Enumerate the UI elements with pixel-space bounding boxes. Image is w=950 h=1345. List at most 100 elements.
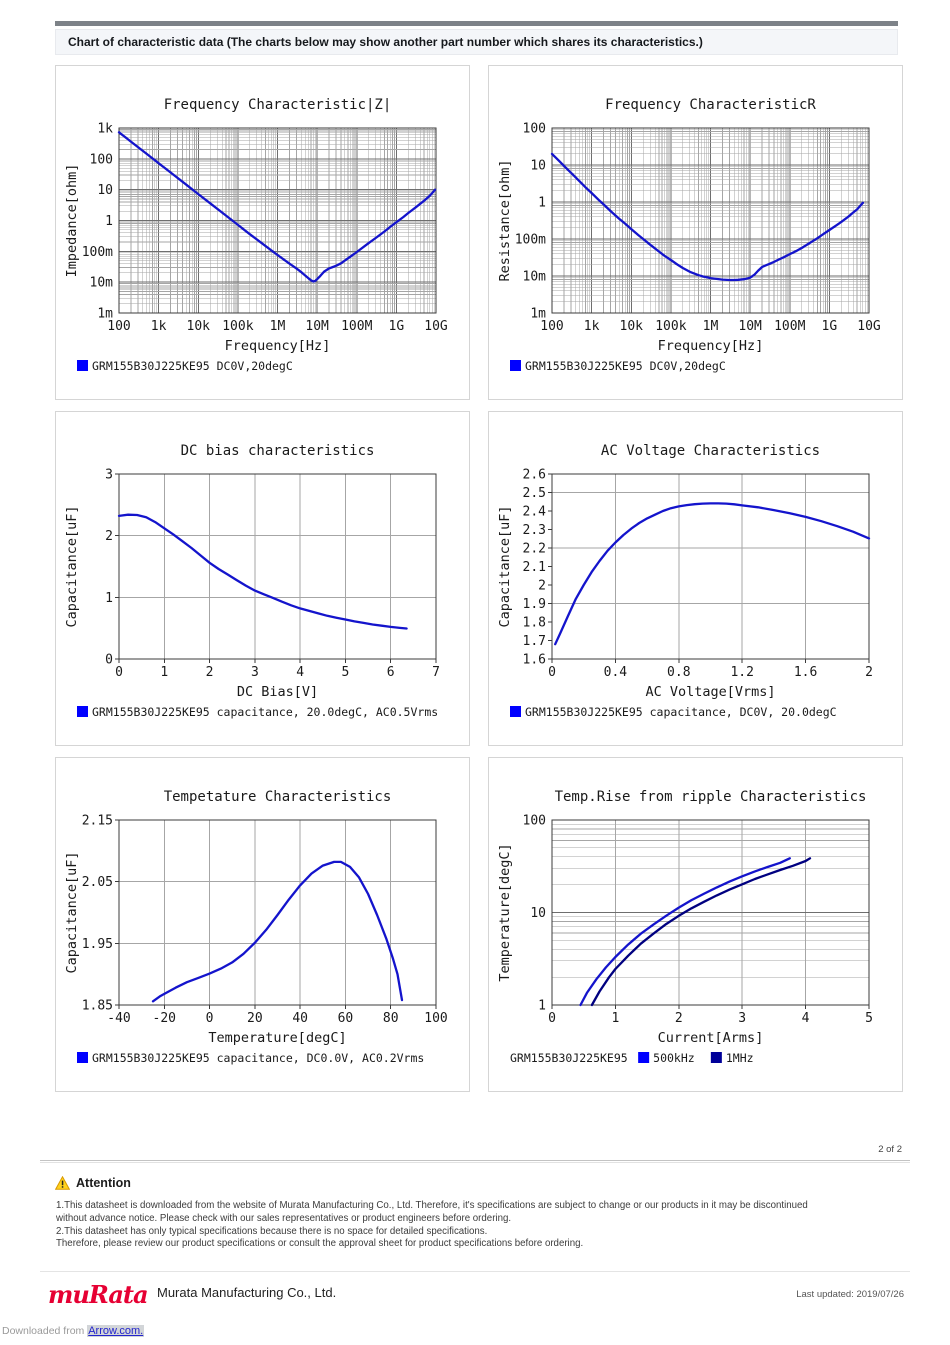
tick-marks bbox=[548, 473, 870, 663]
x-tick-label: 100 bbox=[107, 319, 130, 334]
x-tick-label: 1M bbox=[270, 319, 286, 334]
y-tick-label: 2.6 bbox=[523, 468, 546, 483]
section-header-title: Chart of characteristic data (The charts… bbox=[68, 35, 703, 49]
x-tick-label: 4 bbox=[296, 665, 304, 680]
y-tick-label: 2 bbox=[105, 529, 113, 544]
plot-border bbox=[118, 819, 437, 1006]
y-tick-label: 100m bbox=[515, 233, 546, 248]
x-tick-label: 100k bbox=[655, 319, 686, 334]
y-tick-label: 2.4 bbox=[523, 505, 547, 520]
data-curve bbox=[151, 860, 404, 1003]
x-tick-label: 0.8 bbox=[667, 665, 690, 680]
y-tick-label: 100 bbox=[523, 814, 546, 829]
tick-marks bbox=[115, 473, 437, 663]
legend-label: GRM155B30J225KE95 capacitance, 20.0degC,… bbox=[92, 705, 438, 719]
y-tick-label: 1.85 bbox=[82, 999, 113, 1014]
x-tick-label: 3 bbox=[251, 665, 259, 680]
page-number: 2 of 2 bbox=[878, 1144, 902, 1155]
ac-voltage-chart: 0 0.4 0.8 1.2 1.6 2 1.6 1.7 1.8 1.9 2 2.1 2.2 2.3 2.4 2… bbox=[497, 443, 873, 719]
x-tick-label: 2 bbox=[206, 665, 214, 680]
chart-panel-dc-bias: 0 1 2 3 4 5 6 7 0 1 2 3 DC bias characteristics DC Bi… bbox=[55, 411, 470, 746]
x-tick-label: 10M bbox=[305, 319, 329, 334]
chart-title: AC Voltage Characteristics bbox=[601, 443, 820, 459]
x-tick-label: 3 bbox=[738, 1011, 746, 1026]
tick-marks bbox=[115, 819, 437, 1009]
temperature-chart: -40 -20 0 20 40 60 80 100 1.85 1.95 2.05 2.15 Tempet… bbox=[64, 789, 448, 1065]
data-curve bbox=[579, 857, 791, 1007]
y-tick-label: 1.7 bbox=[523, 634, 546, 649]
y-tick-label: 10 bbox=[97, 183, 113, 198]
legend-label: GRM155B30J225KE95 capacitance, DC0.0V, A… bbox=[92, 1051, 424, 1065]
y-tick-label: 2.2 bbox=[523, 542, 546, 557]
x-tick-label: 10k bbox=[620, 319, 644, 334]
legend-swatch bbox=[510, 706, 521, 717]
y-tick-label: 2.1 bbox=[523, 560, 546, 575]
legend-label: GRM155B30J225KE95 DC0V,20degC bbox=[92, 359, 293, 373]
x-tick-label: -40 bbox=[107, 1011, 130, 1026]
x-tick-label: 1k bbox=[584, 319, 600, 334]
y-tick-label: 2.3 bbox=[523, 523, 546, 538]
legend-swatch bbox=[710, 1052, 722, 1063]
x-tick-label: 100 bbox=[540, 319, 563, 334]
x-tick-label: -20 bbox=[153, 1011, 176, 1026]
y-tick-label: 1.95 bbox=[82, 937, 113, 952]
footer-divider bbox=[40, 1271, 910, 1272]
x-tick-label: 0 bbox=[548, 1011, 556, 1026]
x-tick-label: 100M bbox=[774, 319, 805, 334]
chart-panel-impedance: 100 1k 10k 100k 1M 10M 100M 1G 10G 1k 100 10 1 100m 10… bbox=[55, 65, 470, 400]
grid bbox=[119, 820, 436, 1005]
x-tick-label: 2 bbox=[865, 665, 873, 680]
y-tick-label: 10m bbox=[523, 270, 547, 285]
y-axis-label: Impedance[ohm] bbox=[64, 164, 80, 278]
x-tick-label: 1k bbox=[151, 319, 167, 334]
x-tick-label: 5 bbox=[342, 665, 350, 680]
y-tick-label: 100m bbox=[82, 245, 113, 260]
downloaded-from-text: Downloaded from bbox=[2, 1325, 85, 1337]
x-axis-label: Frequency[Hz] bbox=[225, 338, 331, 354]
plot-border bbox=[551, 819, 870, 1006]
downloaded-from-note: Downloaded from Arrow.com. bbox=[2, 1325, 145, 1337]
attention-note-line: 2.This datasheet has only typical specif… bbox=[56, 1225, 488, 1237]
attention-title: Attention bbox=[76, 1176, 131, 1190]
y-tick-label: 1 bbox=[538, 999, 546, 1014]
y-tick-label: 1.6 bbox=[523, 653, 546, 668]
legend-label: 1MHz bbox=[726, 1051, 754, 1065]
section-divider bbox=[40, 1160, 910, 1163]
y-axis-label: Capacitance[uF] bbox=[64, 852, 80, 974]
warning-icon bbox=[55, 1176, 70, 1190]
arrow-link[interactable]: Arrow.com. bbox=[87, 1325, 145, 1337]
x-tick-label: 6 bbox=[387, 665, 395, 680]
x-tick-label: 0 bbox=[206, 1011, 214, 1026]
x-tick-label: 5 bbox=[865, 1011, 873, 1026]
murata-logo: muRata bbox=[48, 1280, 149, 1309]
y-tick-label: 100 bbox=[523, 122, 546, 137]
grid bbox=[551, 127, 870, 314]
x-tick-label: 10G bbox=[424, 319, 448, 334]
y-tick-label: 2.05 bbox=[82, 875, 113, 890]
y-tick-label: 1.9 bbox=[523, 597, 546, 612]
chart-panel-temperature: -40 -20 0 20 40 60 80 100 1.85 1.95 2.05 2.15 Tempet… bbox=[55, 757, 470, 1092]
x-tick-label: 1G bbox=[389, 319, 405, 334]
y-tick-label: 1.8 bbox=[523, 616, 546, 631]
chart-panel-resistance: 100 1k 10k 100k 1M 10M 100M 1G 10G 100 10 1 100m 10m 1… bbox=[488, 65, 903, 400]
x-tick-label: 100M bbox=[341, 319, 372, 334]
y-tick-label: 3 bbox=[105, 468, 113, 483]
x-tick-label: 1G bbox=[822, 319, 838, 334]
y-axis-label: Temperature[degC] bbox=[497, 843, 513, 981]
top-divider-bar bbox=[55, 21, 898, 26]
x-tick-label: 10M bbox=[738, 319, 762, 334]
dc-bias-chart: 0 1 2 3 4 5 6 7 0 1 2 3 DC bias characteristics DC Bi… bbox=[64, 443, 440, 719]
x-tick-label: 1 bbox=[160, 665, 168, 680]
legend-swatch bbox=[77, 1052, 88, 1063]
y-tick-label: 10 bbox=[530, 906, 546, 921]
y-axis-label: Capacitance[uF] bbox=[64, 506, 80, 628]
data-curve bbox=[590, 857, 812, 1007]
legend-swatch bbox=[638, 1052, 650, 1063]
attention-note-line: without advance notice. Please check wit… bbox=[56, 1212, 512, 1224]
y-tick-label: 2.5 bbox=[523, 486, 546, 501]
y-axis-label: Resistance[ohm] bbox=[497, 160, 513, 282]
attention-note-line: 1.This datasheet is downloaded from the … bbox=[56, 1200, 808, 1211]
x-tick-label: 1.6 bbox=[794, 665, 817, 680]
legend-label: GRM155B30J225KE95 bbox=[510, 1051, 628, 1065]
